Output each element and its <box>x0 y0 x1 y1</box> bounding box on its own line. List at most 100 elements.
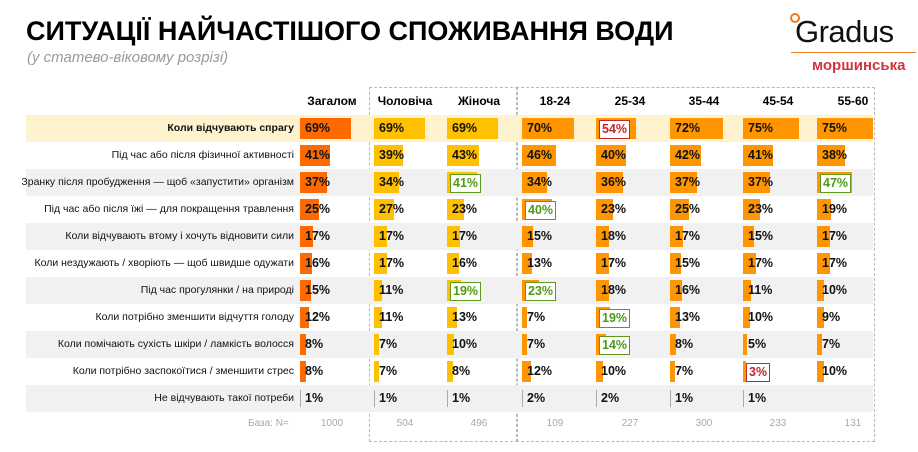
significant-higher-label: 40% <box>525 201 557 220</box>
value-label: 36% <box>601 175 627 189</box>
bar <box>743 172 770 193</box>
value-label: 17% <box>379 256 405 270</box>
value-label: 37% <box>305 175 331 189</box>
value-label: 17% <box>748 256 774 270</box>
significant-higher-label: 19% <box>450 282 482 301</box>
bar <box>596 226 609 247</box>
bar <box>374 361 379 382</box>
page-title: СИТУАЦІЇ НАЙЧАСТІШОГО СПОЖИВАННЯ ВОДИ <box>26 16 674 46</box>
bar <box>743 226 754 247</box>
value-label: 12% <box>305 310 331 324</box>
bar <box>670 307 680 328</box>
bar <box>596 172 623 193</box>
logo-brand: Gradus <box>795 14 894 49</box>
table-row: Коли потрібно заспокоїтися / зменшити ст… <box>26 358 873 385</box>
bar <box>300 199 319 220</box>
value-label: 70% <box>527 121 553 135</box>
bar <box>817 253 830 274</box>
base-value: 109 <box>546 418 564 429</box>
value-label: 8% <box>452 364 471 378</box>
table-row: Зранку після пробудження — щоб «запустит… <box>21 169 873 196</box>
value-label: 9% <box>822 310 841 324</box>
bar <box>743 118 799 139</box>
value-label: 7% <box>822 337 841 351</box>
value-label: 17% <box>822 229 848 243</box>
bar <box>670 118 723 139</box>
value-label: 7% <box>379 337 398 351</box>
row-label: Коли помічають сухість шкіри / ламкість … <box>57 338 294 350</box>
bar <box>374 118 425 139</box>
bar <box>374 280 382 301</box>
value-label: 43% <box>452 148 478 162</box>
bar <box>447 145 479 166</box>
value-label: 10% <box>452 337 478 351</box>
value-label: 16% <box>675 283 701 297</box>
bar <box>596 361 603 382</box>
bar <box>522 334 527 355</box>
value-label: 15% <box>748 229 774 243</box>
value-label: 10% <box>822 283 848 297</box>
value-label: 17% <box>675 229 701 243</box>
bar <box>300 307 309 328</box>
value-label: 46% <box>527 148 553 162</box>
bar <box>522 118 574 139</box>
bar <box>300 361 306 382</box>
bar <box>447 253 459 274</box>
bar <box>596 199 613 220</box>
bar <box>670 172 697 193</box>
bar <box>670 145 701 166</box>
bar <box>447 307 457 328</box>
bar <box>743 390 744 407</box>
value-label: 1% <box>748 391 767 405</box>
bar <box>670 226 683 247</box>
value-label: 69% <box>305 121 331 135</box>
base-value: 233 <box>769 418 787 429</box>
value-label: 13% <box>527 256 553 270</box>
bar <box>596 253 609 274</box>
bar <box>374 145 403 166</box>
value-label: 34% <box>379 175 405 189</box>
bar <box>743 307 750 328</box>
bar <box>374 334 379 355</box>
bar <box>817 334 822 355</box>
bar <box>300 390 301 407</box>
bar <box>374 307 382 328</box>
value-label: 18% <box>601 229 627 243</box>
value-label: 42% <box>675 148 701 162</box>
bar <box>374 199 394 220</box>
bar <box>374 253 387 274</box>
bar <box>743 253 756 274</box>
row-label: Не відчувають такої потреби <box>154 392 294 404</box>
significant-lower-label: 54% <box>599 120 631 139</box>
bar <box>743 361 746 382</box>
logo-divider <box>791 52 916 53</box>
base-value: 504 <box>396 418 414 429</box>
bar <box>374 390 375 407</box>
value-label: 2% <box>527 391 546 405</box>
value-label: 1% <box>452 391 471 405</box>
logo-dot-icon <box>790 13 800 23</box>
column-header: 35-44 <box>688 94 720 108</box>
value-label: 15% <box>527 229 553 243</box>
value-label: 7% <box>675 364 694 378</box>
bar <box>447 361 453 382</box>
value-label: 18% <box>601 283 627 297</box>
value-label: 7% <box>379 364 398 378</box>
bar <box>447 118 498 139</box>
value-label: 17% <box>601 256 627 270</box>
bar <box>447 334 454 355</box>
bar <box>522 390 523 407</box>
gender-group-box <box>369 87 518 442</box>
value-label: 75% <box>748 121 774 135</box>
significant-lower-label: 3% <box>746 363 771 382</box>
value-label: 1% <box>675 391 694 405</box>
bar <box>300 172 327 193</box>
value-label: 69% <box>452 121 478 135</box>
bar <box>522 361 531 382</box>
bar <box>300 226 313 247</box>
bar <box>670 253 681 274</box>
logo-subbrand: моршинська <box>812 57 906 74</box>
value-label: 15% <box>675 256 701 270</box>
value-label: 8% <box>305 337 324 351</box>
table-row: Коли потрібно зменшити відчуття голоду 12… <box>26 304 873 331</box>
